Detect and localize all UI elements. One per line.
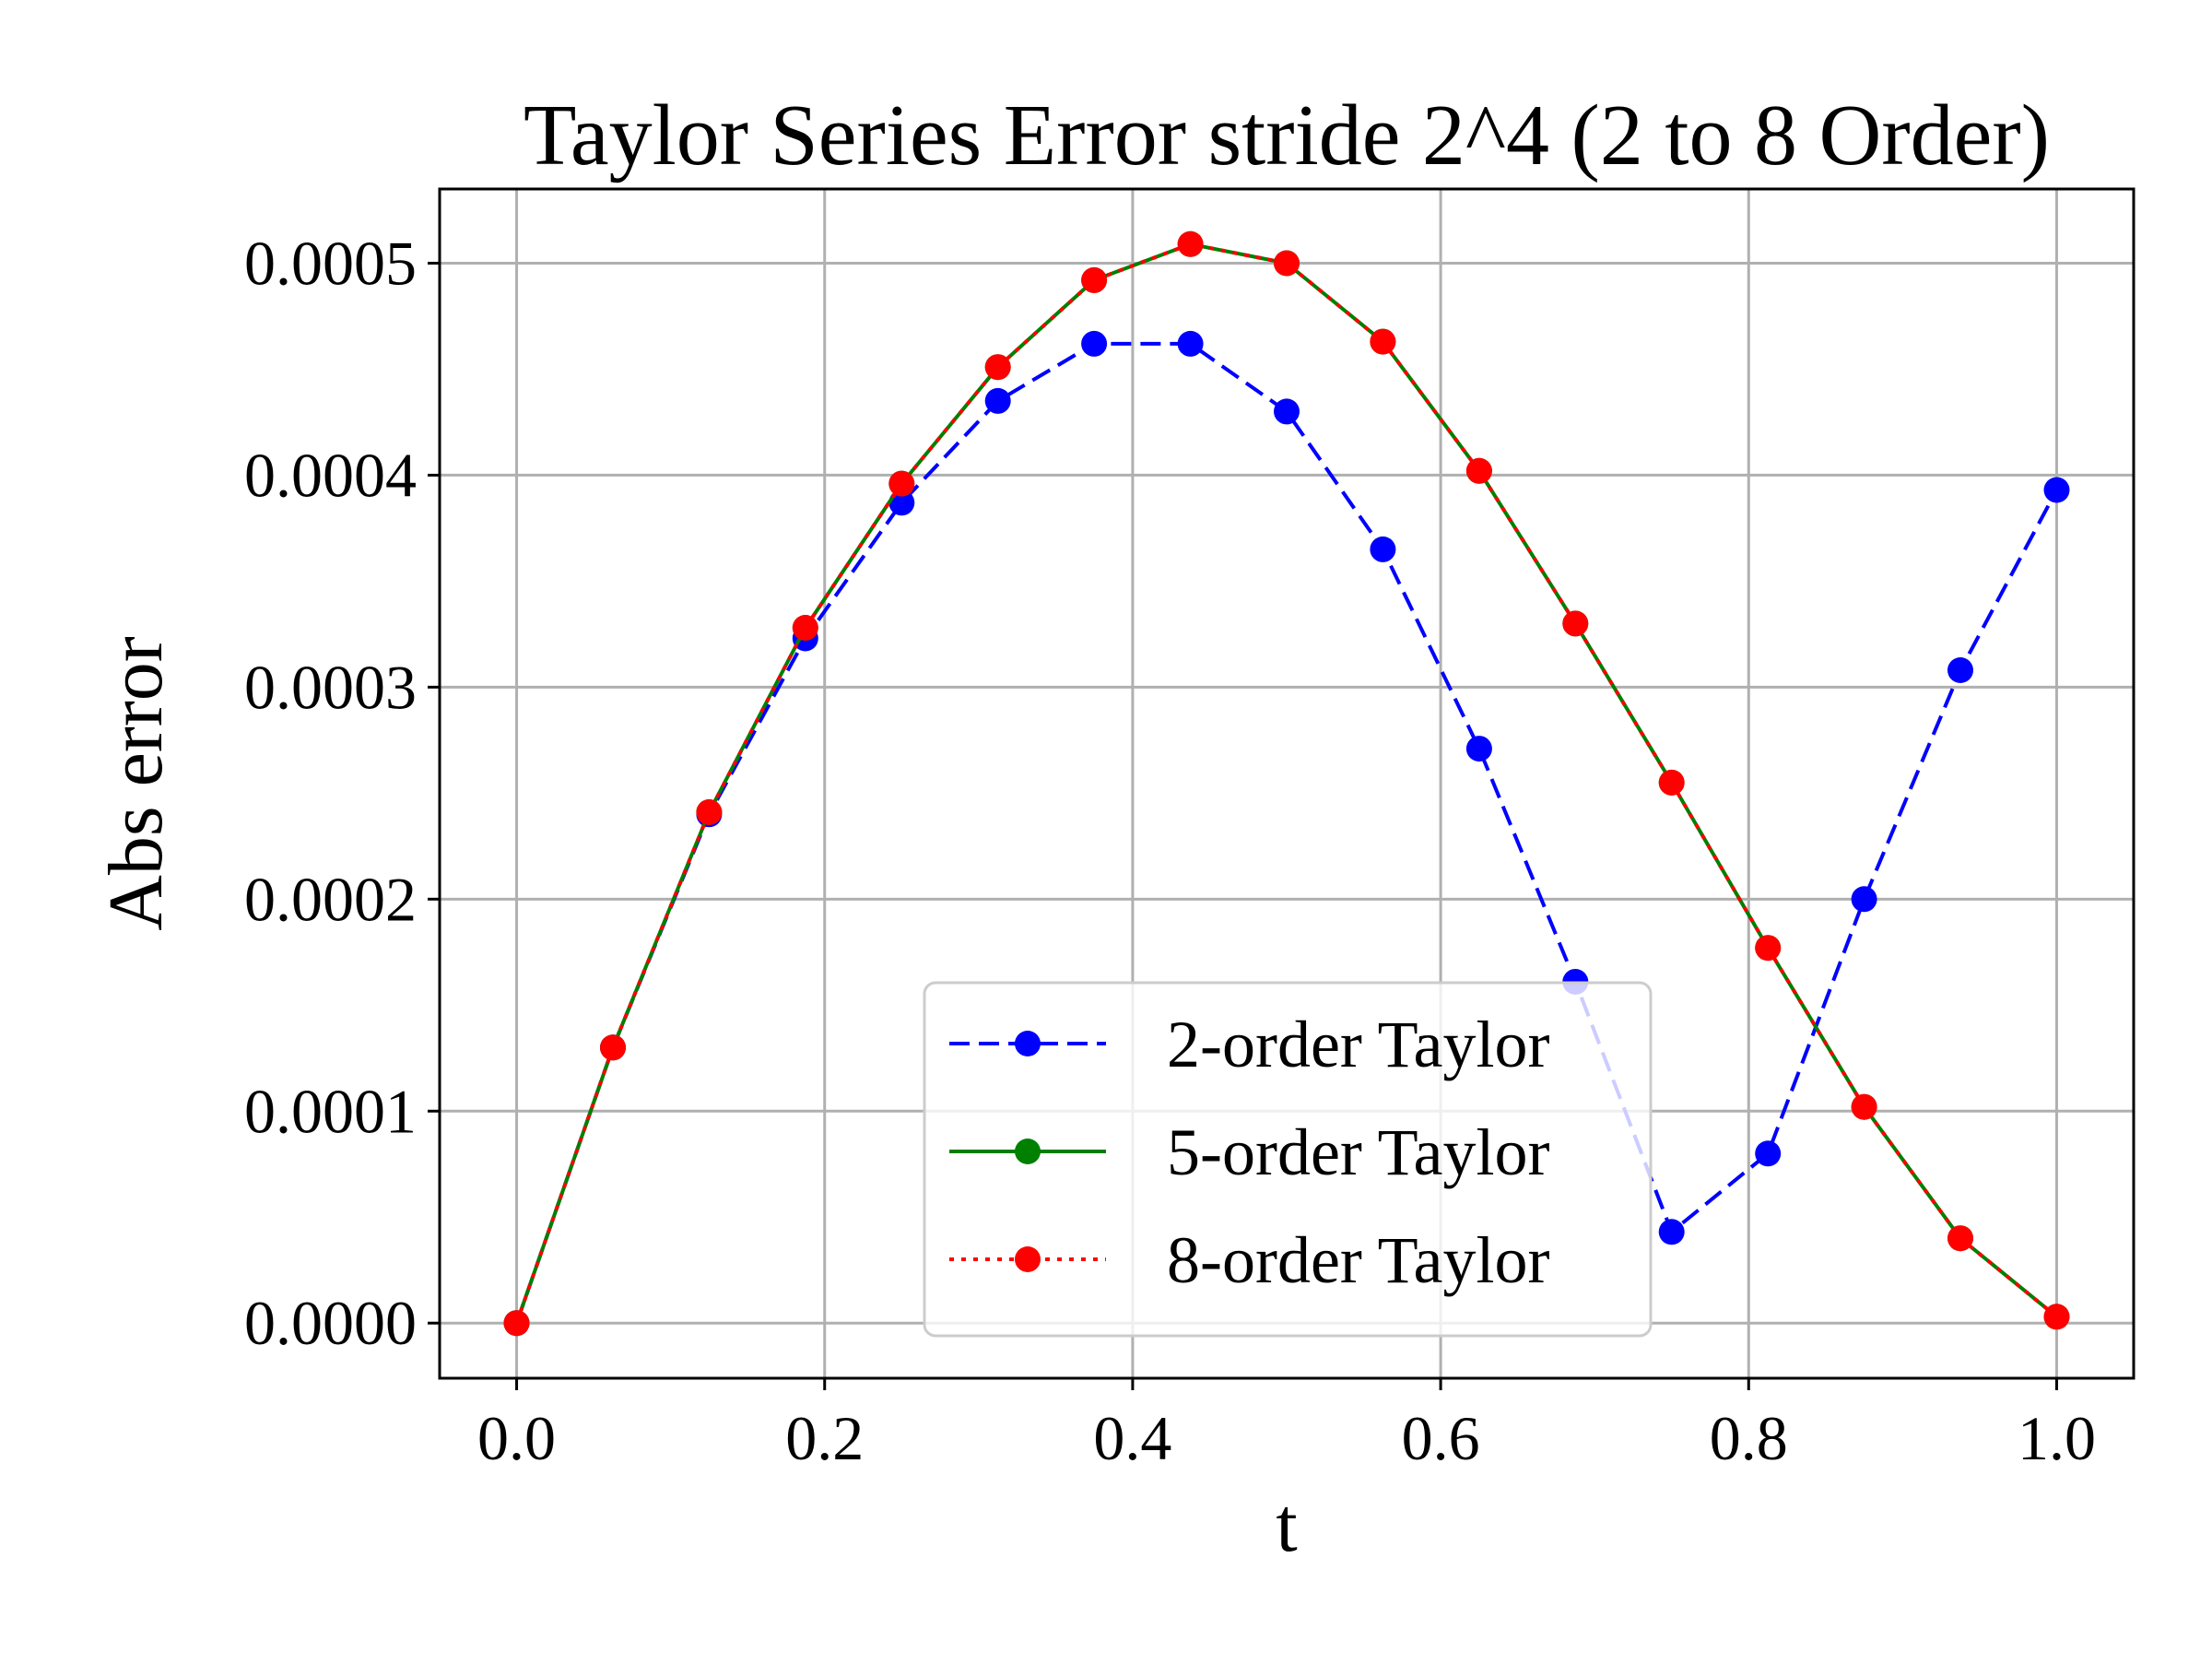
data-point: [1562, 610, 1589, 637]
y-tick-label: 0.0002: [244, 864, 417, 934]
y-tick-label: 0.0004: [244, 440, 417, 510]
data-point: [1947, 1225, 1973, 1252]
legend-item: 5-order Taylor: [949, 1115, 1550, 1189]
y-tick-label: 0.0005: [244, 228, 417, 298]
data-point: [1947, 657, 1973, 683]
data-point: [1177, 330, 1204, 357]
legend-marker: [1015, 1246, 1041, 1272]
y-tick-label: 0.0001: [244, 1076, 417, 1146]
x-tick-label: 0.0: [477, 1403, 556, 1473]
data-point: [1177, 230, 1204, 257]
data-point: [1755, 1140, 1782, 1167]
data-point: [1274, 398, 1300, 425]
data-point: [2043, 1304, 2070, 1330]
data-point: [1658, 769, 1685, 796]
legend-label: 5-order Taylor: [1167, 1115, 1550, 1189]
data-point: [1370, 536, 1396, 562]
grid-lines: [440, 189, 2134, 1378]
data-point: [696, 799, 723, 825]
legend-box: [923, 981, 1653, 1338]
x-tick-label: 0.2: [785, 1403, 864, 1473]
series-3: [503, 230, 2070, 1337]
data-point: [1081, 330, 1108, 357]
series-lines: [503, 230, 2070, 1337]
legend: 2-order Taylor 5-order Taylor 8-order Tayl…: [923, 981, 1653, 1338]
x-tick-label: 0.4: [1093, 1403, 1171, 1473]
x-tick-label: 0.6: [1402, 1403, 1480, 1473]
data-point: [1370, 328, 1396, 355]
legend-label: 2-order Taylor: [1167, 1008, 1550, 1081]
data-point: [1851, 1093, 1877, 1120]
data-point: [1851, 886, 1877, 913]
data-point: [984, 387, 1011, 414]
data-point: [1274, 250, 1300, 277]
data-point: [984, 354, 1011, 381]
x-axis-label: t: [1276, 1482, 1297, 1568]
axis-ticks: 0.0 0.2 0.4 0.6 0.8 1.0 0.0000 0.0001 0.0002 0.00…: [244, 228, 2096, 1473]
legend-item: 8-order Taylor: [949, 1223, 1550, 1297]
data-point: [1755, 935, 1782, 962]
plot-area-frame: [438, 187, 2136, 1380]
data-point: [600, 1034, 626, 1061]
data-point: [503, 1310, 530, 1337]
legend-marker: [1015, 1031, 1041, 1056]
y-tick-label: 0.0003: [244, 652, 417, 722]
data-point: [2043, 477, 2070, 503]
data-point: [792, 615, 818, 641]
x-tick-label: 1.0: [2018, 1403, 2096, 1473]
series-line: [514, 242, 2058, 1324]
data-point: [1081, 266, 1108, 293]
data-point: [1465, 457, 1492, 484]
y-tick-label: 0.0000: [244, 1288, 417, 1358]
x-tick-label: 0.8: [1710, 1403, 1788, 1473]
legend-marker: [1015, 1139, 1041, 1164]
chart-title: Taylor Series Error stride 2^4 (2 to 8 O…: [524, 88, 2050, 183]
y-axis-label: Abs error: [93, 636, 179, 931]
legend-item: 2-order Taylor: [949, 1008, 1550, 1081]
data-point: [1658, 1219, 1685, 1245]
legend-label: 8-order Taylor: [1167, 1223, 1550, 1297]
data-point: [1465, 736, 1492, 762]
data-point: [888, 470, 915, 497]
